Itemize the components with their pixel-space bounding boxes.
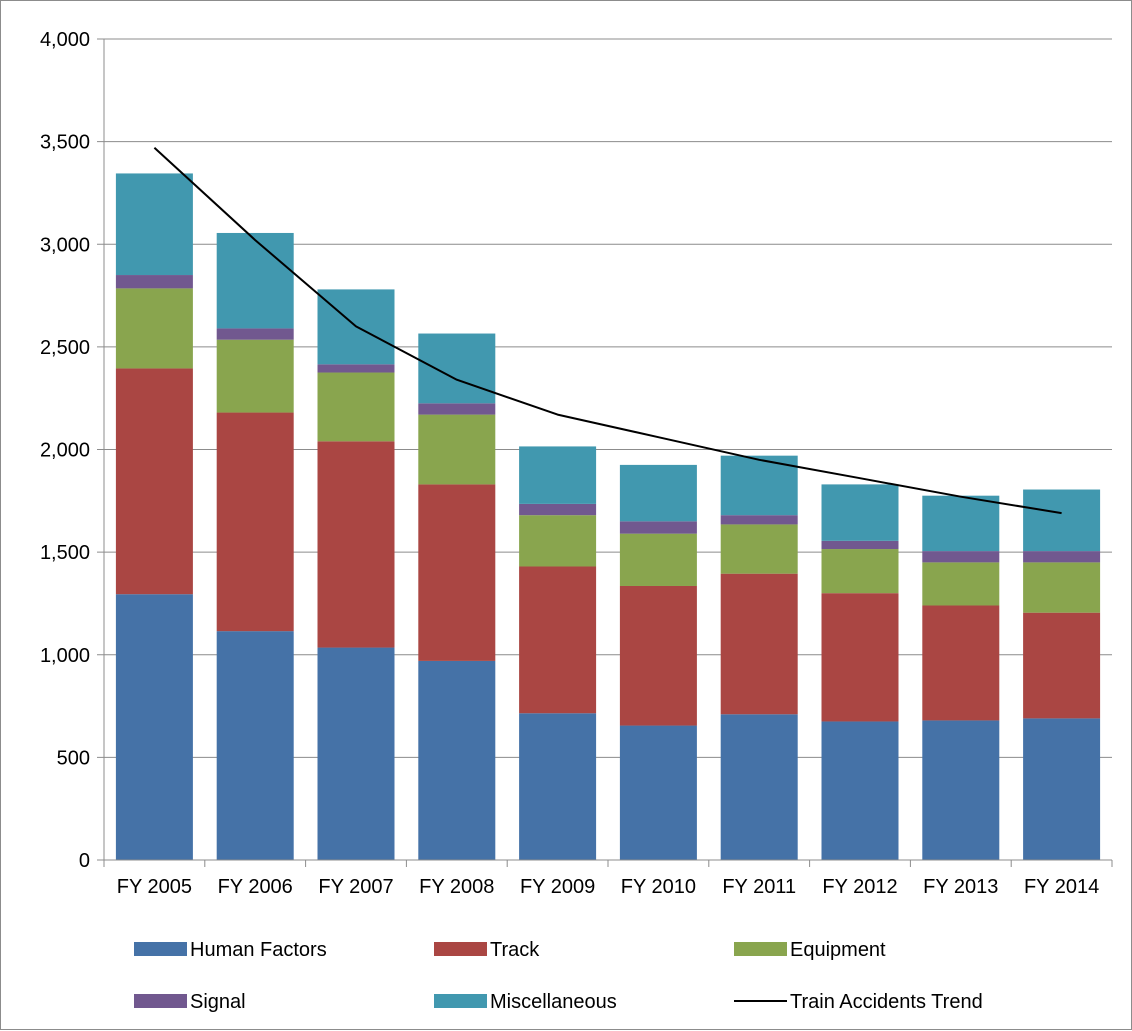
legend-label-signal: Signal <box>190 991 246 1013</box>
bar-segment-human-factors <box>720 714 798 860</box>
bar-segment-miscellaneous <box>519 446 597 504</box>
y-tick-label: 3,500 <box>40 132 90 154</box>
bar-segment-human-factors <box>1023 718 1101 860</box>
x-tick-label: FY 2006 <box>218 876 293 898</box>
legend-label-human-factors: Human Factors <box>190 939 327 961</box>
x-tick-label: FY 2005 <box>117 876 192 898</box>
bar-segment-signal <box>115 275 193 289</box>
x-tick-label: FY 2011 <box>722 876 796 898</box>
y-tick-label: 1,500 <box>40 542 90 564</box>
bar-segment-human-factors <box>418 660 496 860</box>
bar-segment-human-factors <box>216 631 294 860</box>
bar-segment-miscellaneous <box>418 333 496 404</box>
bar-segment-equipment <box>619 533 697 586</box>
legend-swatch-equipment <box>734 942 787 956</box>
bar-segment-signal <box>519 503 597 516</box>
bar-segment-track <box>216 412 294 632</box>
bar-segment-track <box>519 566 597 714</box>
bar-segment-miscellaneous <box>216 232 294 329</box>
bar-segment-signal <box>619 521 697 534</box>
x-tick-label: FY 2012 <box>822 876 897 898</box>
bar-segment-equipment <box>115 288 193 369</box>
legend-swatch-signal <box>134 994 187 1008</box>
bars <box>115 173 1101 860</box>
y-tick-label: 2,500 <box>40 337 90 359</box>
bar-segment-miscellaneous <box>619 464 697 522</box>
bar-segment-miscellaneous <box>115 173 193 276</box>
bar-segment-equipment <box>317 372 395 442</box>
x-tick-label: FY 2010 <box>621 876 696 898</box>
bar-segment-track <box>317 441 395 648</box>
bar-segment-miscellaneous <box>1023 489 1101 552</box>
y-tick-label: 3,000 <box>40 234 90 256</box>
legend-swatch-human-factors <box>134 942 187 956</box>
y-tick-label: 500 <box>57 747 90 769</box>
legend: Human Factors Track Equipment Signal Miscell… <box>134 939 983 1013</box>
bar-segment-equipment <box>922 562 1000 606</box>
y-tick-label: 1,000 <box>40 645 90 667</box>
y-tick-label: 4,000 <box>40 29 90 51</box>
axes: 0 500 1,000 1,500 2,000 2,500 3,000 3,500 4,000 F… <box>40 29 1113 898</box>
legend-label-train-accidents-trend: Train Accidents Trend <box>790 991 983 1013</box>
bar-segment-miscellaneous <box>922 495 1000 552</box>
x-tick-label: FY 2009 <box>520 876 595 898</box>
bar-segment-signal <box>1023 551 1101 563</box>
bar-segment-signal <box>922 551 1000 563</box>
bar-segment-track <box>821 593 899 722</box>
bar-segment-signal <box>418 403 496 415</box>
x-tick-label: FY 2008 <box>419 876 494 898</box>
bar-segment-signal <box>317 364 395 373</box>
bar-segment-miscellaneous <box>821 484 899 541</box>
legend-swatch-miscellaneous <box>434 994 487 1008</box>
bar-segment-track <box>418 484 496 661</box>
bar-segment-human-factors <box>922 720 1000 860</box>
legend-label-miscellaneous: Miscellaneous <box>490 991 617 1013</box>
y-tick-label: 2,000 <box>40 440 90 462</box>
y-tick-label: 0 <box>79 850 90 872</box>
bar-segment-human-factors <box>519 713 597 860</box>
bar-segment-equipment <box>821 549 899 594</box>
legend-label-track: Track <box>490 939 540 961</box>
bar-segment-human-factors <box>821 721 899 860</box>
trend-line <box>153 147 1062 515</box>
legend-label-equipment: Equipment <box>790 939 886 961</box>
bar-segment-equipment <box>1023 562 1101 613</box>
bar-segment-track <box>115 368 193 595</box>
bar-segment-signal <box>720 515 798 525</box>
bar-segment-equipment <box>418 414 496 485</box>
bar-segment-equipment <box>720 524 798 574</box>
x-tick-label: FY 2013 <box>923 876 998 898</box>
legend-swatch-track <box>434 942 487 956</box>
bar-segment-track <box>922 605 1000 721</box>
bar-segment-equipment <box>519 515 597 567</box>
bar-segment-human-factors <box>619 725 697 860</box>
bar-segment-track <box>619 585 697 726</box>
bar-segment-track <box>1023 612 1101 719</box>
bar-segment-signal <box>216 328 294 340</box>
bar-segment-signal <box>821 540 899 550</box>
x-tick-label: FY 2007 <box>318 876 393 898</box>
bar-segment-equipment <box>216 339 294 413</box>
trend-series-line <box>153 147 1062 515</box>
bar-segment-human-factors <box>115 594 193 860</box>
bar-segment-human-factors <box>317 647 395 860</box>
bar-segment-track <box>720 573 798 715</box>
x-tick-label: FY 2014 <box>1024 876 1099 898</box>
bar-segment-miscellaneous <box>720 455 798 516</box>
